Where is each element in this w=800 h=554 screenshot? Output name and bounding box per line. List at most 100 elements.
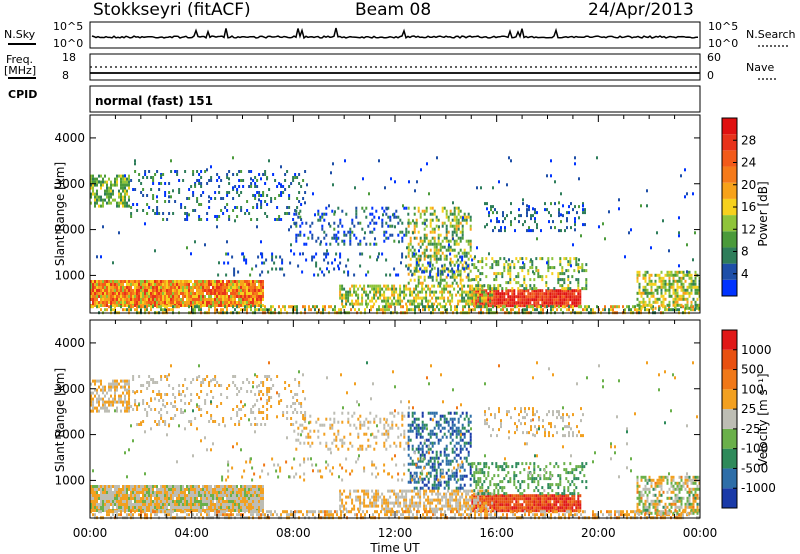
heatmap-cell (252, 194, 255, 197)
heatmap-cell (395, 273, 398, 277)
heatmap-cell (505, 292, 508, 296)
heatmap-cell (106, 192, 108, 196)
heatmap-cell (479, 284, 482, 288)
heatmap-cell (650, 285, 653, 289)
heatmap-cell (166, 283, 168, 286)
heatmap-cell (391, 224, 394, 228)
heatmap-cell (561, 287, 564, 291)
heatmap-cell (250, 283, 252, 286)
heatmap-cell (126, 280, 128, 283)
heatmap-cell (104, 280, 106, 283)
heatmap-cell (467, 212, 470, 216)
heatmap-cell (160, 485, 162, 488)
heatmap-cell (208, 289, 210, 292)
heatmap-cell (413, 227, 416, 231)
heatmap-cell (102, 298, 104, 301)
heatmap-cell (308, 308, 310, 312)
heatmap-cell (376, 258, 378, 262)
heatmap-cell (387, 489, 390, 493)
heatmap-cell (156, 209, 159, 212)
heatmap-cell (429, 501, 432, 505)
heatmap-cell (138, 506, 140, 509)
heatmap-cell (236, 283, 238, 286)
heatmap-cell (666, 273, 669, 277)
heatmap-cell (670, 273, 673, 277)
heatmap-cell (658, 276, 661, 280)
heatmap-cell (216, 218, 219, 221)
heatmap-cell (505, 287, 508, 291)
heatmap-cell (222, 304, 224, 307)
heatmap-cell (150, 188, 153, 191)
heatmap-cell (228, 191, 231, 194)
heatmap-cell (240, 491, 242, 494)
heatmap-cell (507, 494, 510, 498)
cpid-panel-frame (89, 85, 701, 113)
heatmap-cell (260, 292, 262, 295)
heatmap-cell (343, 242, 346, 246)
heatmap-cell (218, 503, 220, 506)
heatmap-cell (188, 295, 190, 298)
heatmap-cell (567, 494, 570, 498)
heatmap-cell (355, 290, 358, 294)
heatmap-cell (405, 264, 408, 268)
heatmap-cell (208, 488, 210, 491)
heatmap-cell (547, 298, 550, 302)
heatmap-cell (535, 500, 538, 504)
heatmap-cell (242, 500, 244, 503)
heatmap-cell (333, 227, 336, 231)
heatmap-cell (371, 206, 374, 210)
heatmap-cell (250, 289, 252, 292)
heatmap-cell (495, 506, 498, 510)
heatmap-cell (536, 305, 538, 309)
heatmap-cell (471, 263, 474, 267)
heatmap-cell (244, 503, 246, 506)
heatmap-cell (319, 242, 322, 246)
heatmap-cell (569, 500, 572, 504)
heatmap-cell (178, 485, 180, 488)
heatmap-cell (226, 209, 229, 212)
heatmap-cell (222, 485, 224, 488)
heatmap-cell (413, 254, 416, 258)
heatmap-cell (502, 214, 504, 218)
heatmap-cell (363, 501, 366, 505)
heatmap-cell (483, 301, 486, 305)
heatmap-cell (515, 497, 518, 501)
heatmap-cell (570, 226, 572, 230)
heatmap-cell (146, 298, 148, 301)
heatmap-cell (509, 298, 512, 302)
heatmap-cell (559, 301, 562, 305)
heatmap-cell (136, 506, 138, 509)
heatmap-cell (357, 296, 360, 300)
heatmap-cell (437, 270, 440, 274)
heatmap-cell (457, 258, 460, 262)
heatmap-cell (260, 485, 262, 488)
heatmap-cell (479, 494, 482, 498)
heatmap-cell (541, 292, 544, 296)
heatmap-cell (437, 501, 440, 505)
heatmap-cell (236, 506, 238, 509)
heatmap-cell (180, 500, 182, 503)
heatmap-cell (357, 287, 360, 291)
heatmap-cell (560, 220, 562, 224)
heatmap-cell (256, 289, 258, 292)
heatmap-cell (110, 488, 112, 491)
heatmap-cell (198, 218, 201, 221)
heatmap-cell (160, 305, 162, 309)
heatmap-cell (110, 192, 112, 196)
heatmap-cell (435, 296, 438, 300)
heatmap-cell (486, 308, 488, 312)
heatmap-cell (521, 266, 524, 270)
heatmap-cell (294, 209, 297, 212)
heatmap-cell (355, 212, 358, 216)
heatmap-cell (156, 500, 158, 503)
heatmap-cell (469, 224, 472, 228)
heatmap-cell (116, 503, 118, 506)
heatmap-cell (366, 305, 368, 309)
heatmap-cell (138, 500, 140, 503)
heatmap-cell (172, 189, 174, 193)
heatmap-cell (124, 491, 126, 494)
heatmap-cell (104, 488, 106, 491)
heatmap-cell (256, 503, 258, 506)
heatmap-cell (368, 192, 370, 196)
heatmap-cell (332, 308, 334, 312)
